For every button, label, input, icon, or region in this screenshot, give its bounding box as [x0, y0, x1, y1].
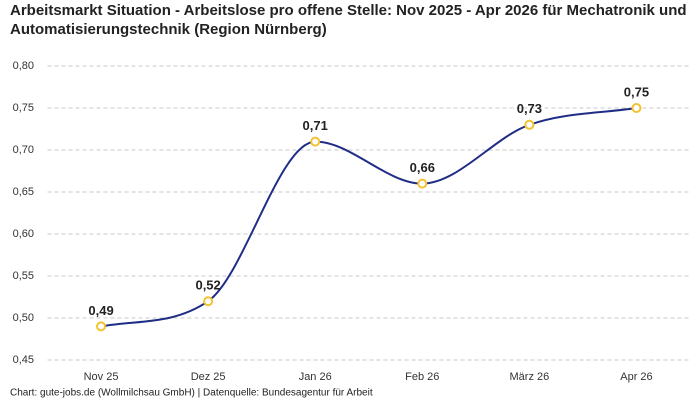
- y-tick-label: 0,70: [13, 144, 34, 156]
- data-label: 0,73: [517, 101, 542, 116]
- y-tick-label: 0,60: [13, 228, 34, 240]
- data-label: 0,75: [624, 84, 649, 99]
- data-label: 0,66: [410, 160, 435, 175]
- x-tick-label: Dez 25: [191, 371, 226, 383]
- chart-title: Arbeitsmarkt Situation - Arbeitslose pro…: [10, 2, 687, 38]
- data-point: [310, 136, 321, 147]
- x-tick-label: März 26: [510, 371, 550, 383]
- x-tick-label: Apr 26: [620, 371, 652, 383]
- y-tick-label: 0,65: [13, 186, 34, 198]
- source-note: Chart: gute-jobs.de (Wollmilchsau GmbH) …: [10, 388, 373, 399]
- x-tick-label: Feb 26: [405, 371, 439, 383]
- data-line: [100, 107, 637, 328]
- data-point: [631, 103, 642, 113]
- y-tick-label: 0,45: [13, 354, 34, 366]
- y-tick-label: 0,50: [13, 312, 34, 324]
- data-point: [96, 321, 107, 332]
- y-tick-label: 0,80: [13, 60, 34, 72]
- data-label: 0,49: [88, 303, 113, 318]
- data-label: 0,52: [195, 278, 220, 293]
- title-box: Arbeitsmarkt Situation - Arbeitslose pro…: [10, 2, 687, 38]
- x-tick-label: Jan 26: [299, 371, 332, 383]
- x-tick-label: Nov 25: [84, 371, 119, 383]
- y-tick-label: 0,75: [13, 102, 34, 114]
- data-point: [417, 178, 428, 189]
- data-point: [524, 119, 535, 130]
- y-tick-label: 0,55: [13, 270, 34, 282]
- data-point: [203, 296, 214, 307]
- data-label: 0,71: [303, 118, 328, 133]
